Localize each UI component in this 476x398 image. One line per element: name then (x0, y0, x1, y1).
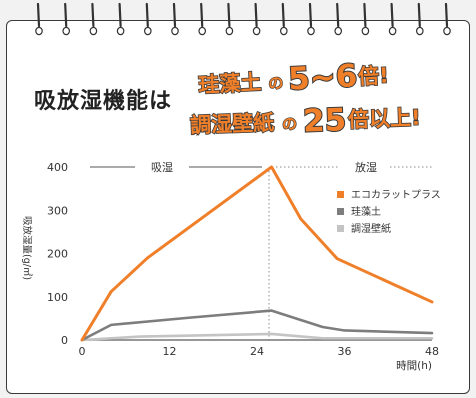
y-tick-label: 200 (47, 248, 68, 261)
x-tick-label: 0 (79, 345, 86, 358)
headline: 吸放湿機能は 珪藻土 の 5~6 倍! 調湿壁紙 の 25 倍以上! (34, 57, 422, 140)
x-axis-title: 時間(h) (396, 360, 432, 372)
binder-hole-7 (198, 26, 207, 36)
binder-ring-7 (200, 2, 204, 28)
legend-swatch (337, 208, 344, 215)
binder-ring-2 (64, 2, 68, 28)
headline-line1-suffix: 倍! (358, 63, 390, 89)
y-tick-label: 0 (61, 334, 68, 347)
legend-item-ecocarat: エコカラットプラス (337, 189, 441, 201)
binder-hole-9 (252, 26, 261, 36)
x-tick-label: 48 (425, 345, 439, 358)
headline-line1-multiplier: 5~6 (287, 58, 358, 98)
binder-ring-13 (363, 2, 367, 28)
headline-line2-suffix: 倍以上! (348, 105, 421, 132)
binder-hole-15 (415, 26, 424, 36)
headline-line2-multiplier: 25 (302, 102, 346, 139)
y-tick-label: 400 (47, 161, 68, 174)
headline-left-title: 吸放湿機能は (34, 88, 172, 114)
binder-hole-11 (307, 26, 315, 36)
series-line-wallpaper (80, 332, 434, 342)
binder-hole-6 (171, 26, 179, 36)
binder-ring-3 (91, 2, 95, 28)
binder-hole-8 (225, 26, 234, 36)
binder-ring-6 (172, 2, 177, 28)
legend-swatch (337, 225, 344, 232)
y-tick-label: 100 (47, 291, 68, 304)
binder-ring-8 (227, 2, 231, 28)
x-tick-label: 36 (338, 345, 352, 358)
legend-label: エコカラットプラス (351, 189, 441, 201)
binder-ring-15 (417, 2, 421, 28)
headline-line2: 調湿壁紙 の 25 倍以上! (189, 101, 422, 140)
axis-ticks: 0 100 200 300 400 0 12 24 36 48 (47, 161, 439, 358)
phase-annotations: 吸湿 放湿 (90, 160, 432, 340)
y-tick-label: 300 (47, 204, 68, 217)
humidity-line-chart: 吸湿 放湿 吸放湿量(g/㎡) 時間(h) 0 100 200 300 400 0 12 24… (21, 160, 441, 372)
binder-hole-2 (62, 26, 70, 36)
headline-line1: 珪藻土 の 5~6 倍! (197, 57, 390, 99)
binder-hole-13 (361, 26, 370, 36)
series-lines (80, 165, 434, 342)
headline-line1-particle: の (268, 74, 284, 93)
headline-line2-particle: の (282, 115, 298, 134)
binder-rings (35, 2, 451, 36)
y-axis-title-text: 吸放湿量(g/㎡) (21, 216, 33, 280)
binder-hole-12 (334, 26, 343, 36)
x-tick-label: 12 (163, 345, 177, 358)
legend-label: 調湿壁紙 (351, 222, 391, 235)
legend-label: 珪藻土 (351, 205, 381, 218)
binder-ring-11 (308, 2, 313, 28)
binder-ring-16 (444, 2, 449, 28)
y-axis-title: 吸放湿量(g/㎡) (21, 216, 33, 280)
headline-line2-material: 調湿壁紙 (190, 111, 275, 138)
headline-line1-material: 珪藻土 (198, 70, 262, 97)
binder-hole-5 (144, 26, 152, 36)
binder-hole-16 (443, 26, 451, 36)
binder-hole-10 (279, 26, 288, 36)
binder-ring-1 (36, 2, 41, 28)
phase-absorb-label: 吸湿 (151, 161, 173, 174)
series-line-ecocarat (80, 165, 434, 342)
x-tick-label: 24 (250, 345, 264, 358)
binder-ring-4 (118, 2, 122, 28)
binder-hole-4 (116, 26, 125, 36)
legend-item-wallpaper: 調湿壁紙 (337, 222, 391, 235)
series-line-keisoudo (80, 309, 434, 342)
binder-hole-3 (89, 26, 98, 36)
binder-ring-12 (336, 2, 340, 28)
binder-ring-5 (145, 2, 149, 28)
binder-ring-9 (254, 2, 258, 28)
legend-swatch (337, 191, 344, 198)
binder-hole-1 (35, 26, 43, 36)
binder-ring-10 (281, 2, 285, 28)
binder-ring-14 (390, 2, 394, 28)
phase-release-label: 放湿 (355, 160, 377, 174)
legend-item-keisoudo: 珪藻土 (337, 205, 381, 218)
binder-hole-14 (388, 26, 397, 36)
